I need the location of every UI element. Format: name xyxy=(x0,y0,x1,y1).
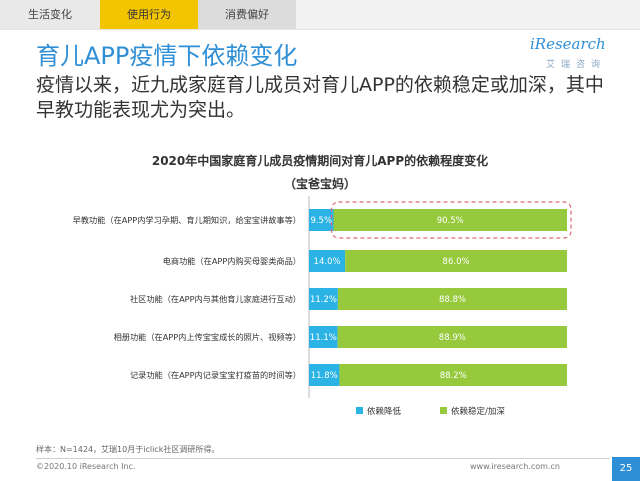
legend-swatch xyxy=(356,407,363,414)
copyright: ©2020.10 iResearch Inc. xyxy=(36,462,136,471)
data-label: 88.2% xyxy=(440,371,467,381)
legend-label: 依赖降低 xyxy=(367,406,402,417)
category-label: 记录功能（在APP内记录宝宝打疫苗的时间等） xyxy=(130,370,301,380)
tab-usage-behavior[interactable]: 使用行为 xyxy=(100,0,198,29)
data-label: 86.0% xyxy=(443,257,470,267)
bar-segment xyxy=(345,250,567,272)
data-label: 88.8% xyxy=(439,295,466,305)
lead-text: 疫情以来，近九成家庭育儿成员对育儿APP的依赖稳定或加深，其中早教功能表现尤为突… xyxy=(36,74,604,121)
bar-segment xyxy=(309,326,338,348)
legend-label: 依赖稳定/加深 xyxy=(451,406,505,417)
bar-segment xyxy=(309,364,340,386)
bar-segment xyxy=(337,288,567,310)
bar-segment xyxy=(309,250,346,272)
logo-subtext: 艾瑞咨询 xyxy=(546,60,607,70)
bar-segment xyxy=(339,364,567,386)
data-label: 90.5% xyxy=(437,216,464,226)
data-label: 88.9% xyxy=(439,333,466,343)
data-label: 14.0% xyxy=(314,257,341,267)
category-label: 社区功能（在APP内与其他育儿家庭进行互动） xyxy=(130,294,301,304)
data-label: 11.2% xyxy=(310,295,337,305)
tab-consumption-preference[interactable]: 消费偏好 xyxy=(198,0,296,29)
footer-divider xyxy=(36,458,610,459)
category-label: 相册功能（在APP内上传宝宝成长的照片、视频等） xyxy=(114,332,301,342)
bar-segment xyxy=(337,326,567,348)
data-label: 9.5% xyxy=(310,216,332,226)
chart-subtitle: （宝爸宝妈） xyxy=(283,177,356,191)
website[interactable]: www.iresearch.com.cn xyxy=(470,462,560,471)
tab-life-changes[interactable]: 生活变化 xyxy=(0,0,100,29)
category-label: 早教功能（在APP内学习孕期、育儿期知识，给宝宝讲故事等） xyxy=(73,215,301,225)
bar-segment xyxy=(333,209,567,231)
data-label: 11.1% xyxy=(310,333,337,343)
logo-text: iResearch xyxy=(530,35,606,53)
highlight-box xyxy=(330,201,572,239)
stacked-bar-chart: 早教功能（在APP内学习孕期、育儿期知识，给宝宝讲故事等） 9.5% 90.5% 电商… xyxy=(73,196,572,417)
iresearch-logo: iResearch 艾瑞咨询 xyxy=(530,35,610,71)
page-title: 育儿APP疫情下依赖变化 xyxy=(36,42,298,70)
data-label: 11.8% xyxy=(311,371,338,381)
legend-swatch xyxy=(440,407,447,414)
bar-segment xyxy=(309,209,334,231)
bar-segment xyxy=(309,288,338,310)
page-number: 25 xyxy=(612,457,640,481)
category-label: 电商功能（在APP内购买母婴类商品） xyxy=(163,256,301,266)
footnote: 样本：N=1424，艾瑞10月于iclick社区调研所得。 xyxy=(36,445,220,454)
chart-title: 2020年中国家庭育儿成员疫情期间对育儿APP的依赖程度变化 xyxy=(151,154,489,168)
tab-bar: 生活变化 使用行为 消费偏好 xyxy=(0,0,640,30)
